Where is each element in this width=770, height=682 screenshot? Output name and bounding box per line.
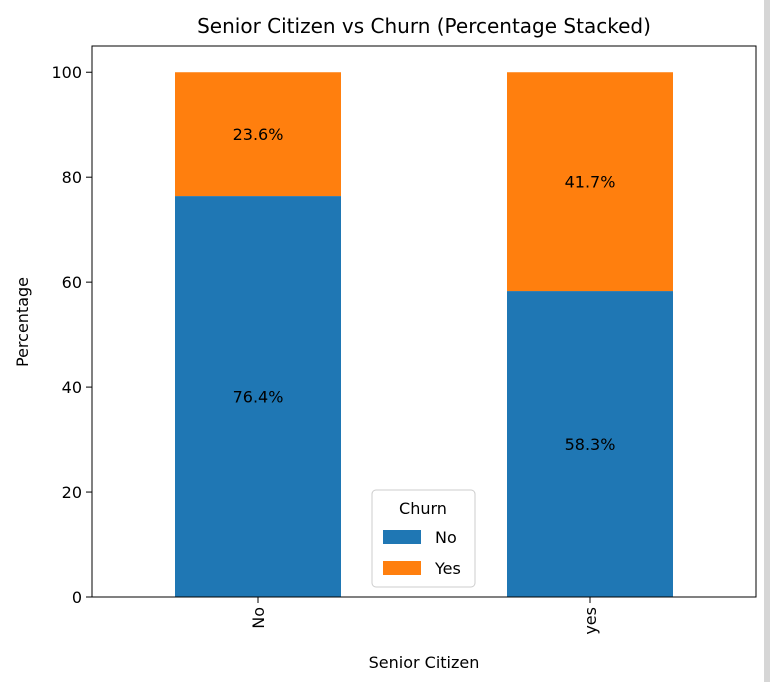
bar-label: 76.4% [233, 388, 284, 407]
bar-labels-layer: 76.4% 23.6% 58.3% 41.7% [233, 125, 616, 454]
legend-swatch-yes [383, 561, 421, 575]
y-tick-label: 60 [62, 273, 82, 292]
bar-label: 41.7% [565, 173, 616, 192]
bar-label: 58.3% [565, 435, 616, 454]
bar-no-no [175, 196, 341, 597]
legend-entry-no: No [435, 528, 457, 547]
bars-layer [175, 72, 673, 597]
bar-label: 23.6% [233, 125, 284, 144]
legend: Churn No Yes [371, 489, 476, 588]
y-tick-label: 20 [62, 483, 82, 502]
y-axis-label: Percentage [13, 277, 32, 367]
y-axis: 0 20 40 60 80 100 [51, 63, 92, 607]
bar-yes-yes [507, 72, 673, 292]
legend-title: Churn [399, 499, 447, 518]
window-edge [764, 0, 770, 682]
x-tick-label: yes [581, 607, 600, 635]
plot-frame [91, 45, 757, 598]
y-tick-label: 40 [62, 378, 82, 397]
bar-yes-no [507, 291, 673, 597]
y-tick-label: 100 [51, 63, 82, 82]
legend-swatch-no [383, 530, 421, 544]
x-axis-label: Senior Citizen [369, 653, 480, 672]
x-tick-label: No [249, 607, 268, 629]
y-tick-label: 0 [72, 588, 82, 607]
bar-no-yes [175, 72, 341, 197]
legend-entry-yes: Yes [434, 559, 461, 578]
y-tick-label: 80 [62, 168, 82, 187]
chart-title: Senior Citizen vs Churn (Percentage Stac… [197, 14, 651, 38]
x-axis: No yes [249, 597, 600, 635]
